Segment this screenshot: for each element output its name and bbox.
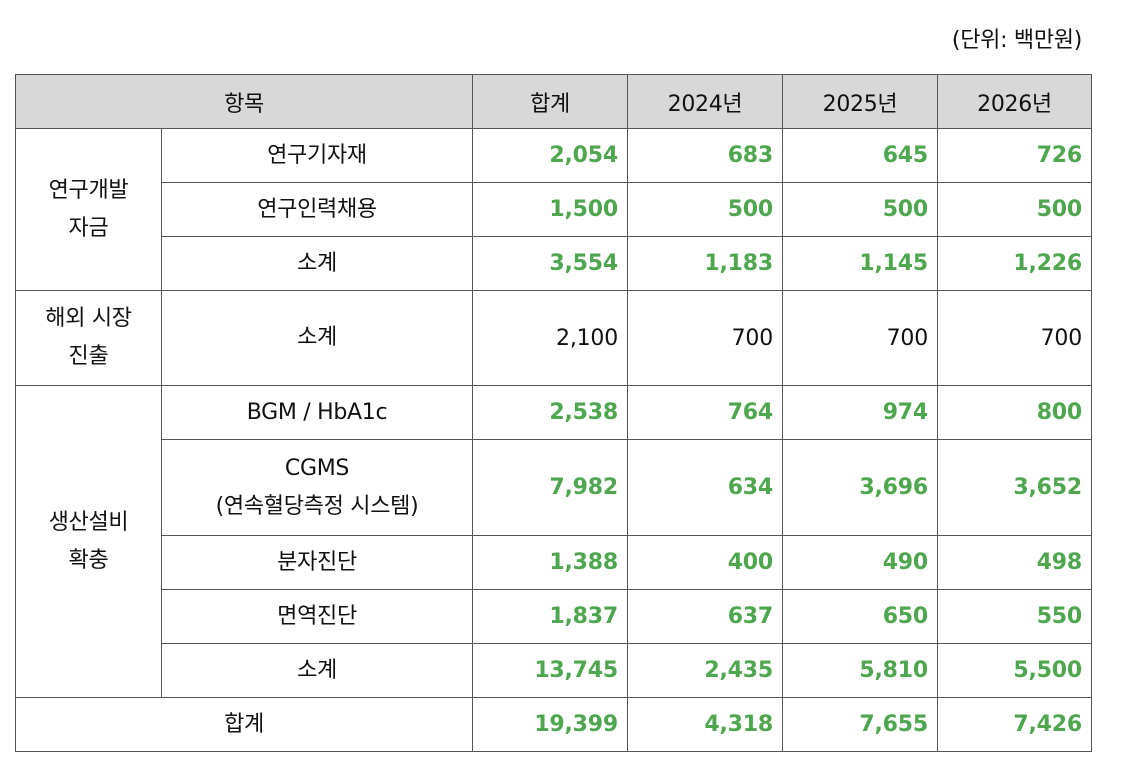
item-cell: 소계 (160, 290, 474, 386)
table-row: 생산설비 확충 BGM / HbA1c 2,538 764 974 800 (15, 385, 1093, 698)
item-cell: 소계 (160, 643, 474, 698)
category-cell: 해외 시장 진출 (15, 290, 162, 386)
header-2026: 2026년 (937, 74, 1093, 129)
value-2026-cell: 498 (937, 535, 1093, 590)
value-2024-cell: 400 (627, 535, 784, 590)
value-2026-cell: 7,426 (937, 697, 1093, 752)
category-line: 진출 (68, 344, 109, 369)
value-2025-cell: 500 (782, 182, 939, 237)
value-2025-cell: 974 (782, 385, 939, 440)
value-2025-cell: 3,696 (782, 439, 939, 536)
category-line: 자금 (68, 215, 109, 241)
value-2026-cell: 800 (937, 385, 1093, 440)
value-2025-cell: 645 (782, 128, 939, 183)
header-2024: 2024년 (627, 74, 784, 129)
header-item: 항목 (14, 74, 474, 129)
total-cell: 1,837 (472, 589, 629, 644)
grand-total-label: 합계 (14, 697, 474, 752)
item-line: CGMS (284, 455, 350, 481)
value-2024-cell: 683 (627, 128, 784, 183)
value-2025-cell: 5,810 (782, 643, 939, 698)
table-row: 연구개발 자금 연구기자재 2,054 683 645 726 (15, 128, 1093, 291)
value-2025-cell: 490 (782, 535, 939, 590)
value-2026-cell: 700 (937, 290, 1093, 386)
value-2024-cell: 764 (627, 385, 784, 440)
item-cell: 소계 (160, 236, 474, 291)
value-2025-cell: 7,655 (782, 697, 939, 752)
item-cell: BGM / HbA1c (160, 385, 474, 440)
value-2026-cell: 3,652 (937, 439, 1093, 536)
value-2024-cell: 1,183 (627, 236, 784, 291)
value-2024-cell: 2,435 (627, 643, 784, 698)
total-cell: 3,554 (472, 236, 629, 291)
total-cell: 7,982 (472, 439, 629, 536)
table-row: 분자진단 1,388 400 490 498 (16, 535, 1093, 590)
header-total: 합계 (472, 74, 629, 129)
value-2026-cell: 500 (937, 182, 1093, 237)
item-cell: 연구인력채용 (160, 182, 474, 237)
category-cell: 연구개발 자금 (15, 128, 162, 291)
category-line: 확충 (68, 547, 109, 573)
item-cell: 분자진단 (160, 535, 474, 590)
value-2025-cell: 650 (782, 589, 939, 644)
value-2025-cell: 1,145 (782, 236, 939, 291)
item-cell: CGMS (연속혈당측정 시스템) (160, 439, 474, 536)
value-2024-cell: 700 (627, 290, 784, 386)
value-2026-cell: 1,226 (937, 236, 1093, 291)
value-2024-cell: 500 (627, 182, 784, 237)
item-cell: 면역진단 (160, 589, 474, 644)
subtotal-row: 해외 시장 진출 소계 2,100 700 700 700 (15, 290, 1093, 386)
subtotal-row: 소계 3,554 1,183 1,145 1,226 (16, 236, 1093, 291)
subtotal-row: 소계 13,745 2,435 5,810 5,500 (16, 643, 1093, 698)
header-2025: 2025년 (782, 74, 939, 129)
value-2026-cell: 726 (937, 128, 1093, 183)
header-row: 항목 합계 2024년 2025년 2026년 (14, 74, 1093, 129)
total-cell: 19,399 (472, 697, 629, 752)
total-cell: 1,388 (472, 535, 629, 590)
value-2024-cell: 634 (627, 439, 784, 536)
grand-total-row: 합계 19,399 4,318 7,655 7,426 (14, 697, 1093, 752)
total-cell: 2,054 (472, 128, 629, 183)
total-cell: 2,100 (472, 290, 629, 386)
unit-note: (단위: 백만원) (951, 28, 1082, 53)
item-cell: 연구기자재 (160, 128, 474, 183)
value-2026-cell: 550 (937, 589, 1093, 644)
table-row: CGMS (연속혈당측정 시스템) 7,982 634 3,696 3,652 (16, 439, 1093, 536)
item-line: (연속혈당측정 시스템) (215, 493, 419, 519)
category-line: 연구개발 (48, 177, 129, 203)
value-2024-cell: 637 (627, 589, 784, 644)
value-2026-cell: 5,500 (937, 643, 1093, 698)
value-2025-cell: 700 (782, 290, 939, 386)
table-row: 연구인력채용 1,500 500 500 500 (16, 182, 1093, 237)
total-cell: 1,500 (472, 182, 629, 237)
category-cell: 생산설비 확충 (15, 385, 162, 698)
category-line: 해외 시장 (45, 306, 132, 331)
table-row: 면역진단 1,837 637 650 550 (16, 589, 1093, 644)
total-cell: 2,538 (472, 385, 629, 440)
budget-table: 항목 합계 2024년 2025년 2026년 연구개발 자금 연구기자재 2,… (14, 74, 1093, 752)
category-line: 생산설비 (48, 509, 129, 535)
value-2024-cell: 4,318 (627, 697, 784, 752)
total-cell: 13,745 (472, 643, 629, 698)
